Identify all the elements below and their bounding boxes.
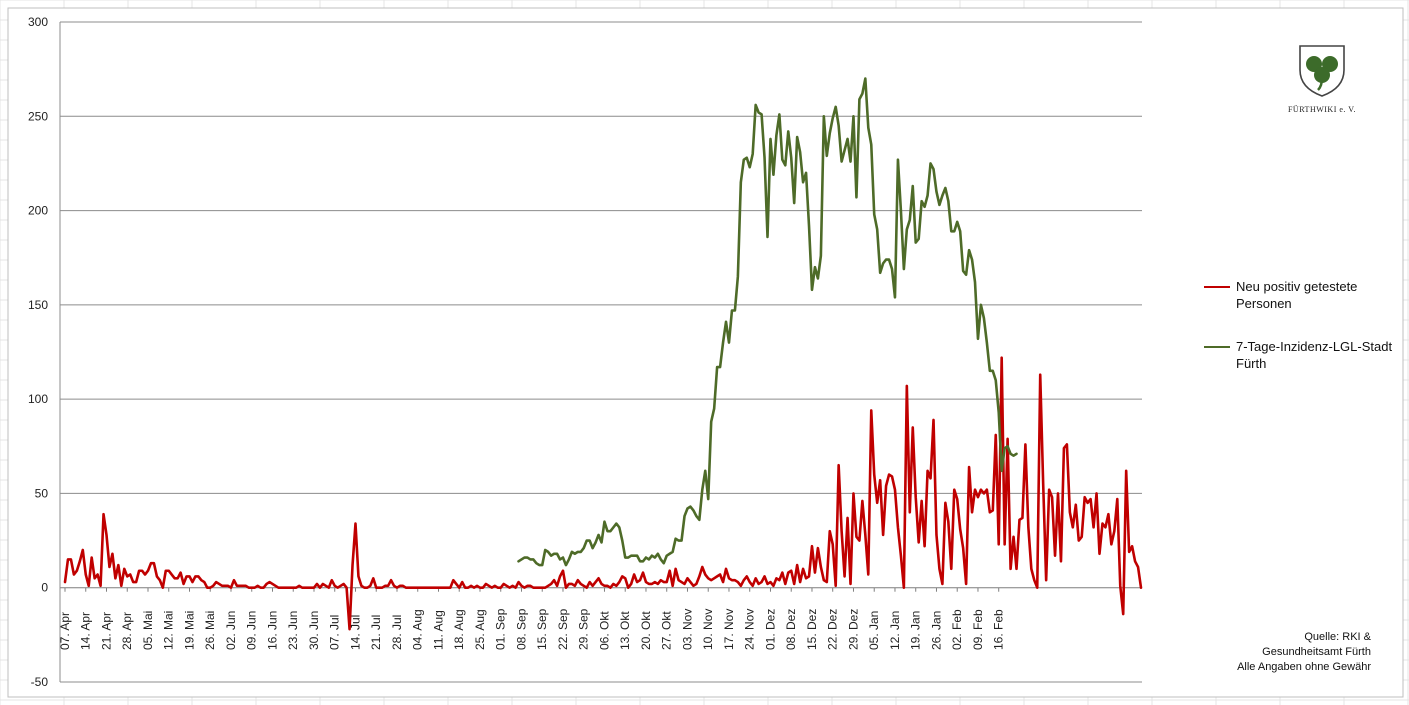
x-tick-label: 12. Mai: [162, 611, 176, 650]
x-tick-label: 25. Aug: [473, 609, 487, 650]
legend-item-incidence: 7-Tage-Inzidenz-LGL-Stadt Fürth: [1204, 338, 1404, 372]
x-tick-label: 13. Okt: [618, 611, 632, 650]
logo: FÜRTHWIKI e. V.: [1270, 42, 1374, 114]
source-line: Quelle: RKI &: [1304, 631, 1371, 643]
x-tick-label: 14. Jul: [348, 615, 362, 650]
x-tick-label: 19. Mai: [182, 611, 196, 650]
x-tick-label: 30. Jun: [307, 611, 321, 650]
x-tick-label: 23. Jun: [286, 611, 300, 650]
y-tick-label: 100: [28, 392, 48, 406]
x-tick-label: 20. Okt: [639, 611, 653, 650]
series-layer: [63, 77, 1143, 631]
x-tick-label: 05. Mai: [141, 611, 155, 650]
legend-label: 7-Tage-Inzidenz-LGL-Stadt Fürth: [1236, 339, 1393, 371]
x-tick-label: 08. Dez: [784, 609, 798, 650]
source-line: Alle Angaben ohne Gewähr: [1237, 661, 1371, 673]
x-tick-label: 24. Nov: [743, 609, 757, 650]
x-tick-label: 22. Sep: [556, 608, 570, 650]
x-tick-label: 18. Aug: [452, 609, 466, 650]
x-tick-label: 29. Dez: [846, 609, 860, 650]
x-tick-label: 16. Feb: [992, 609, 1006, 650]
x-tick-label: 11. Aug: [431, 610, 445, 650]
x-tick-label: 27. Okt: [660, 611, 674, 650]
y-tick-label: -50: [31, 675, 49, 689]
y-axis-ticks: -50 0 50 100 150 200 250 300: [28, 15, 48, 689]
x-tick-label: 26. Jan: [929, 611, 943, 650]
x-tick-label: 15. Dez: [805, 609, 819, 650]
y-tick-label: 150: [28, 298, 48, 312]
clover-crest-icon: [1299, 45, 1345, 97]
legend: Neu positiv getestete Personen 7-Tage-In…: [1204, 278, 1404, 398]
x-tick-label: 07. Apr: [58, 612, 72, 650]
x-tick-label: 02. Jun: [224, 611, 238, 650]
x-tick-label: 09. Jun: [245, 611, 259, 650]
legend-label: Neu positiv getestete Personen: [1236, 279, 1358, 311]
x-tick-label: 29. Sep: [577, 608, 591, 650]
y-tick-label: 300: [28, 15, 48, 29]
x-tick-label: 15. Sep: [535, 608, 549, 650]
legend-item-new-positive: Neu positiv getestete Personen: [1204, 278, 1404, 312]
x-tick-label: 02. Feb: [950, 609, 964, 650]
x-axis-ticks: 07. Apr 14. Apr 21. Apr 28. Apr 05. Mai 12. M…: [58, 587, 1006, 650]
source-note: Quelle: RKI & Gesundheitsamt Fürth Alle …: [1237, 630, 1371, 675]
x-tick-label: 06. Okt: [597, 611, 611, 650]
series-line-incidence: [517, 77, 1018, 567]
y-tick-label: 200: [28, 204, 48, 218]
source-line: Gesundheitsamt Fürth: [1262, 646, 1371, 658]
y-tick-label: 250: [28, 109, 48, 123]
x-tick-label: 21. Jul: [369, 615, 383, 650]
x-tick-label: 10. Nov: [701, 609, 715, 650]
x-tick-label: 12. Jan: [888, 611, 902, 650]
x-tick-label: 22. Dez: [826, 609, 840, 650]
x-tick-label: 17. Nov: [722, 609, 736, 650]
legend-swatch-red: [1204, 286, 1230, 288]
x-tick-label: 21. Apr: [99, 612, 113, 650]
series-line-new-positive: [63, 356, 1143, 631]
x-tick-label: 19. Jan: [909, 611, 923, 650]
x-tick-label: 08. Sep: [514, 608, 528, 650]
x-tick-label: 26. Mai: [203, 611, 217, 650]
x-tick-label: 09. Feb: [971, 609, 985, 650]
plot-area-background: [60, 22, 1142, 682]
x-tick-label: 14. Apr: [79, 612, 93, 650]
legend-swatch-green: [1204, 346, 1230, 348]
logo-text: FÜRTHWIKI e. V.: [1287, 105, 1357, 114]
gridlines: [59, 21, 1142, 683]
y-tick-label: 50: [35, 486, 49, 500]
x-tick-label: 05. Jan: [867, 611, 881, 650]
x-tick-label: 16. Jun: [265, 611, 279, 650]
x-tick-label: 28. Apr: [120, 612, 134, 650]
x-tick-label: 04. Aug: [411, 609, 425, 650]
x-tick-label: 28. Jul: [390, 615, 404, 650]
y-tick-label: 0: [41, 581, 48, 595]
x-tick-label: 03. Nov: [680, 609, 694, 650]
x-tick-label: 01. Dez: [763, 609, 777, 650]
x-tick-label: 07. Jul: [328, 615, 342, 650]
x-tick-label: 01. Sep: [494, 608, 508, 650]
